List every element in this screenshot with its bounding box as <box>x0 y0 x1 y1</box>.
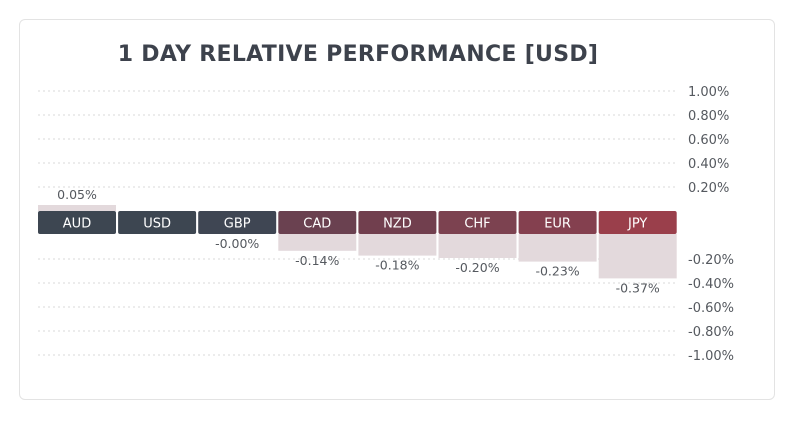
y-tick-label: 1.00% <box>688 85 729 100</box>
bar <box>598 234 677 279</box>
y-tick-label: -0.80% <box>688 325 734 340</box>
category-label: NZD <box>383 217 412 232</box>
category-label: GBP <box>224 217 251 232</box>
category-tile <box>518 211 597 234</box>
y-tick-label: 0.80% <box>688 109 729 124</box>
category-label: USD <box>143 217 171 232</box>
bar <box>438 234 517 258</box>
y-tick-label: -0.40% <box>688 277 734 292</box>
category-label: CHF <box>464 217 490 232</box>
data-label: -0.14% <box>295 253 339 268</box>
category-tile <box>278 211 357 234</box>
data-label: -0.18% <box>375 258 419 273</box>
category-tile <box>38 211 116 234</box>
bar <box>358 234 437 256</box>
y-tick-label: -1.00% <box>688 349 734 364</box>
category-tile <box>438 211 517 234</box>
category-label: AUD <box>63 217 91 232</box>
category-tile <box>198 211 277 234</box>
chart-card <box>19 19 775 400</box>
data-label: -0.23% <box>535 264 579 279</box>
category-label: EUR <box>544 217 571 232</box>
y-tick-label: 0.40% <box>688 157 729 172</box>
category-tile <box>598 211 677 234</box>
y-tick-label: -0.20% <box>688 253 734 268</box>
bar <box>278 234 357 251</box>
category-tile <box>358 211 437 234</box>
category-label: JPY <box>627 217 647 232</box>
y-tick-label: -0.60% <box>688 301 734 316</box>
data-label: -0.37% <box>616 280 660 295</box>
data-label: 0.05% <box>57 187 97 202</box>
chart-title: 1 DAY RELATIVE PERFORMANCE [USD] <box>117 42 599 67</box>
y-tick-label: 0.60% <box>688 133 729 148</box>
bar <box>38 205 116 211</box>
y-tick-label: 0.20% <box>688 181 729 196</box>
data-label: -0.00% <box>215 236 259 251</box>
category-tile <box>118 211 197 234</box>
category-label: CAD <box>303 217 331 232</box>
data-label: -0.20% <box>455 260 499 275</box>
bar <box>518 234 597 262</box>
